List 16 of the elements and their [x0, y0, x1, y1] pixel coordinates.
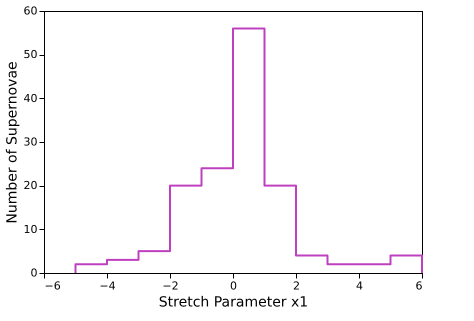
x-tick-label: −2: [162, 280, 179, 292]
x-tick-label: −6: [44, 280, 61, 292]
x-tick-label: 0: [230, 280, 237, 292]
x-axis-title: Stretch Parameter x1: [158, 294, 308, 310]
x-tick-label: 4: [356, 280, 363, 292]
y-tick-label: 10: [24, 222, 38, 236]
y-tick-label: 20: [24, 179, 38, 192]
y-tick-label: 0: [30, 266, 38, 280]
y-tick-label: 60: [24, 4, 38, 18]
y-tick-label: 50: [24, 48, 38, 62]
x-tick-label: 6: [416, 280, 422, 292]
y-tick-label: 30: [24, 136, 38, 148]
x-tick-label: −4: [99, 280, 116, 292]
y-axis-title: Number of Supernovae: [4, 61, 21, 224]
x-tick-label: 2: [293, 280, 300, 292]
y-tick-label: 40: [24, 92, 38, 105]
